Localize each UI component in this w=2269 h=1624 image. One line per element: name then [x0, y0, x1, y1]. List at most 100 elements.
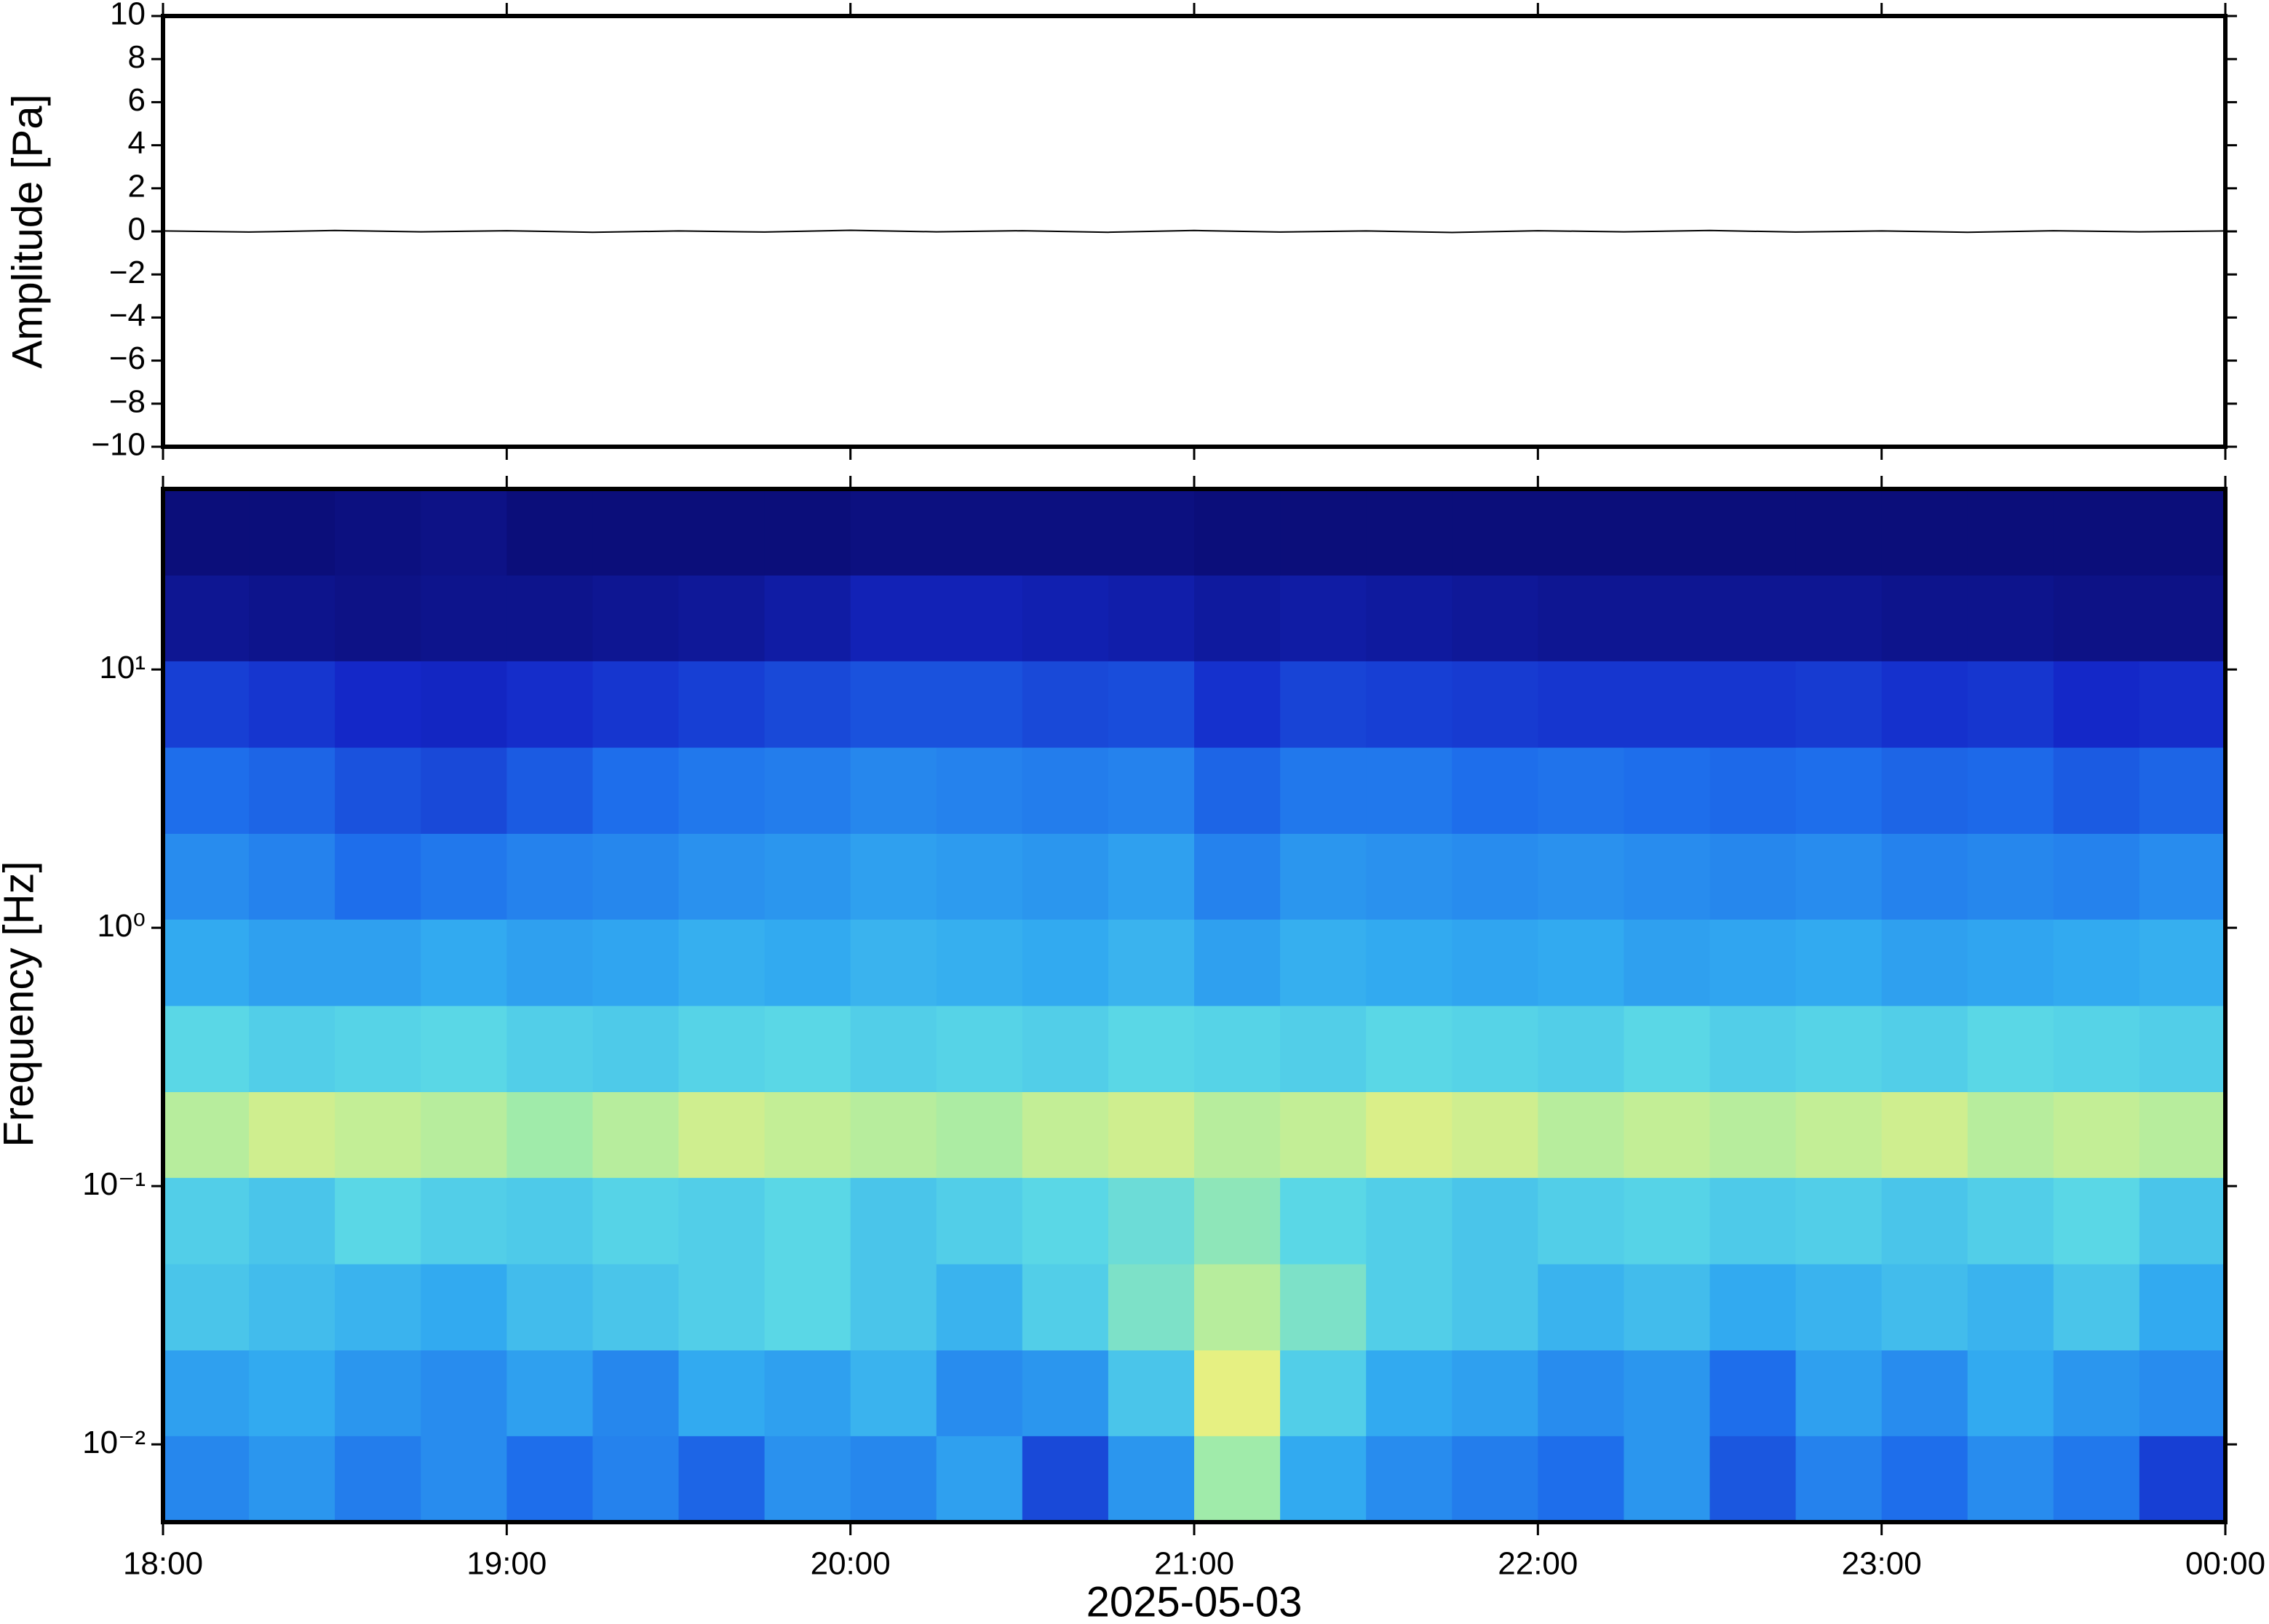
spectrogram-cell [764, 747, 851, 834]
spectrogram-cell [678, 1436, 766, 1523]
spectrogram-cell [764, 489, 851, 576]
spectrogram-cell [163, 1436, 250, 1523]
spectrogram-cell [1022, 1264, 1109, 1350]
spectrogram-cell [163, 1350, 250, 1436]
spectrogram-cell [1366, 1436, 1453, 1523]
spectrogram-cell [1881, 575, 1968, 661]
spectrogram-cell [2053, 489, 2140, 576]
spectrogram-cell [678, 1177, 766, 1265]
spectrogram-cell [1280, 1436, 1367, 1523]
y-tick-label: 4 [128, 125, 146, 161]
spectrogram-cell [1881, 1006, 1968, 1092]
spectrogram-cell [1795, 1091, 1883, 1178]
spectrogram-cell [2053, 1436, 2140, 1523]
spectrogram-cell [1967, 919, 2054, 1006]
spectrogram-cell [850, 833, 937, 920]
spectrogram-cell [678, 747, 766, 834]
spectrogram-cell [850, 919, 937, 1006]
spectrogram-cell [1194, 1091, 1281, 1178]
spectrogram-cell [592, 489, 680, 576]
spectrogram-cell [1881, 919, 1968, 1006]
spectrogram-cell [1967, 1006, 2054, 1092]
spectrogram-cell [1624, 489, 1711, 576]
spectrogram-cell [1452, 1006, 1538, 1092]
spectrogram-cell [678, 1091, 766, 1178]
spectrogram-cell [1795, 1264, 1883, 1350]
spectrogram-cell [1538, 1436, 1625, 1523]
spectrogram-cell [1538, 747, 1625, 834]
spectrogram-cell [1022, 919, 1109, 1006]
spectrogram-cell [1795, 833, 1883, 920]
spectrogram-cell [1108, 575, 1195, 661]
spectrogram-cell [1022, 575, 1109, 661]
spectrogram-cell [1022, 661, 1109, 748]
spectrogram-cell [163, 489, 250, 576]
spectrogram-cell [1452, 1264, 1538, 1350]
spectrogram-cell [1538, 1350, 1625, 1436]
spectrogram-cell [249, 747, 335, 834]
spectrogram-cell [850, 1006, 937, 1092]
spectrogram-cell [1624, 661, 1711, 748]
x-tick-label: 22:00 [1498, 1546, 1578, 1582]
spectrogram-cell [1538, 489, 1625, 576]
spectrogram-cell [506, 661, 594, 748]
y-tick-label: 8 [128, 39, 146, 75]
spectrogram-cell [1795, 489, 1883, 576]
spectrogram-cell [936, 747, 1023, 834]
spectrogram-cell [335, 1264, 421, 1350]
x-tick-label: 18:00 [123, 1546, 203, 1582]
spectrogram-cell [163, 1091, 250, 1178]
spectrogram-cell [936, 661, 1023, 748]
spectrogram-cell [506, 1264, 594, 1350]
spectrogram-cell [249, 1264, 335, 1350]
spectrogram-cell [1881, 489, 1968, 576]
spectrogram-cell [2139, 1436, 2226, 1523]
spectrogram-cell [1538, 919, 1625, 1006]
spectrogram-cell [335, 489, 421, 576]
spectrogram-cell [678, 919, 766, 1006]
spectrogram-cell [249, 1350, 335, 1436]
spectrogram-cell [592, 919, 680, 1006]
spectrogram-cell [678, 1264, 766, 1350]
spectrogram-cell [335, 1091, 421, 1178]
x-tick-label: 20:00 [811, 1546, 891, 1582]
spectrogram-cell [249, 1436, 335, 1523]
spectrogram-cell [2053, 661, 2140, 748]
spectrogram-cell [764, 575, 851, 661]
spectrogram-cell [1452, 1177, 1538, 1265]
spectrogram-cell [1967, 1091, 2054, 1178]
spectrogram-cell [2053, 919, 2140, 1006]
spectrogram-cell [421, 1006, 507, 1092]
spectrogram-cell [678, 575, 766, 661]
spectrogram-cell [2053, 1264, 2140, 1350]
spectrogram-cell [1108, 1177, 1195, 1265]
spectrogram-cell [421, 747, 507, 834]
spectrogram-cell [506, 575, 594, 661]
spectrogram-cell [1624, 1436, 1711, 1523]
y-tick-label: 10⁰ [97, 908, 146, 944]
spectrogram-cell [850, 661, 937, 748]
spectrogram-cell [1709, 575, 1797, 661]
x-tick-label: 21:00 [1154, 1546, 1234, 1582]
spectrogram-cell [936, 919, 1023, 1006]
spectrogram-cell [1108, 1350, 1195, 1436]
spectrogram-cell [1108, 1091, 1195, 1178]
x-tick-label: 23:00 [1842, 1546, 1922, 1582]
spectrogram-cell [2053, 575, 2140, 661]
y-tick-label: 10⁻² [82, 1425, 146, 1460]
spectrogram-cell [1624, 1350, 1711, 1436]
spectrogram-cell [335, 1350, 421, 1436]
spectrogram-cell [2139, 489, 2226, 576]
spectrogram-cell [1280, 919, 1367, 1006]
spectrogram-cell [1194, 1350, 1281, 1436]
spectrogram-cell [1194, 1177, 1281, 1265]
spectrogram-cell [936, 1264, 1023, 1350]
spectrogram-cell [1967, 575, 2054, 661]
spectrogram-cell [1881, 747, 1968, 834]
spectrogram-cell [1280, 1264, 1367, 1350]
spectrogram-cell [249, 661, 335, 748]
spectrogram-cell [936, 1006, 1023, 1092]
spectrogram-cell [249, 919, 335, 1006]
y-tick-label: −10 [91, 427, 146, 463]
